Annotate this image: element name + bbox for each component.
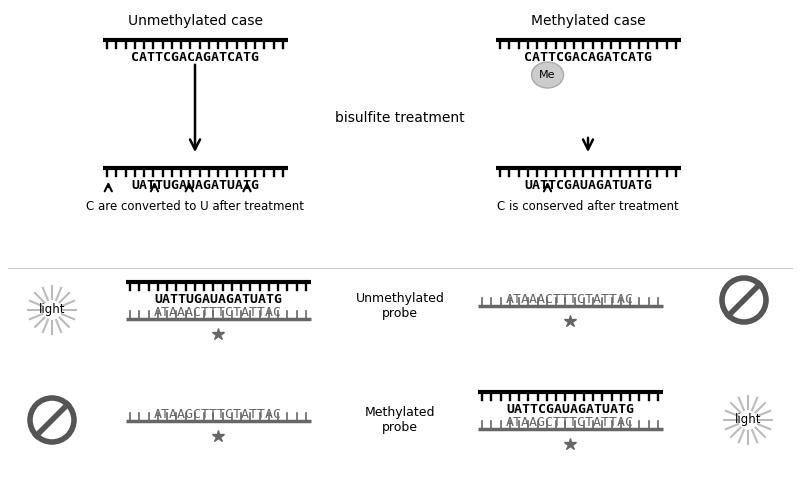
- Text: CATTCGACAGATCATG: CATTCGACAGATCATG: [524, 51, 652, 64]
- Text: UATTUGAUAGATUATG: UATTUGAUAGATUATG: [154, 293, 282, 306]
- Text: CATTCGACAGATCATG: CATTCGACAGATCATG: [131, 51, 259, 64]
- Text: C are converted to U after treatment: C are converted to U after treatment: [86, 200, 304, 213]
- Text: Unmethylated
probe: Unmethylated probe: [355, 292, 445, 320]
- Text: Methylated case: Methylated case: [530, 14, 646, 28]
- Text: ATAAGCTTTCTATTAC: ATAAGCTTTCTATTAC: [154, 408, 282, 421]
- Text: light: light: [734, 414, 762, 427]
- Text: C is conserved after treatment: C is conserved after treatment: [497, 200, 679, 213]
- Text: ATAAGCTTTCTATTAC: ATAAGCTTTCTATTAC: [506, 416, 634, 429]
- Text: light: light: [38, 303, 66, 316]
- Text: ATAAACTTTCTATTAC: ATAAACTTTCTATTAC: [154, 306, 282, 319]
- Text: bisulfite treatment: bisulfite treatment: [335, 111, 465, 125]
- Text: UATTCGAUAGATUATG: UATTCGAUAGATUATG: [506, 403, 634, 416]
- Text: UATTUGAUAGATUATG: UATTUGAUAGATUATG: [131, 179, 259, 192]
- Text: Me: Me: [539, 70, 556, 80]
- Text: Methylated
probe: Methylated probe: [365, 406, 435, 434]
- Ellipse shape: [531, 62, 563, 88]
- Text: ATAAACTTTCTATTAC: ATAAACTTTCTATTAC: [506, 293, 634, 306]
- Text: Unmethylated case: Unmethylated case: [127, 14, 262, 28]
- Text: UATTCGAUAGATUATG: UATTCGAUAGATUATG: [524, 179, 652, 192]
